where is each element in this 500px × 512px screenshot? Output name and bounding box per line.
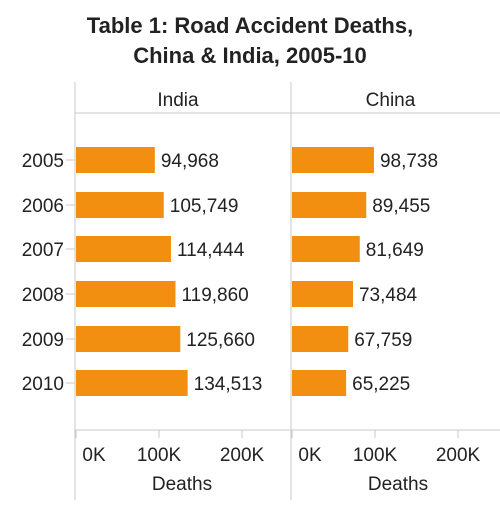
data-label-india-2009: 125,660 <box>186 330 255 351</box>
data-label-china-2009: 67,759 <box>354 330 412 351</box>
data-label-china-2006: 89,455 <box>372 196 430 217</box>
data-label-china-2005: 98,738 <box>380 151 438 172</box>
bar-china-2007 <box>292 236 360 262</box>
data-label-china-2010: 65,225 <box>352 374 410 395</box>
x-tick-label-china-1: 100K <box>353 445 398 466</box>
bar-india-2009 <box>76 326 181 352</box>
x-tick-label-india-1: 100K <box>137 445 182 466</box>
y-tick-label-2006: 2006 <box>22 196 64 217</box>
bar-india-2005 <box>76 147 155 173</box>
y-tick-label-2010: 2010 <box>22 374 64 395</box>
bar-china-2006 <box>292 192 367 218</box>
bar-india-2008 <box>76 281 176 307</box>
bar-china-2009 <box>292 326 349 352</box>
data-label-china-2007: 81,649 <box>366 240 424 261</box>
y-tick-label-2005: 2005 <box>22 151 64 172</box>
data-label-india-2008: 119,860 <box>181 285 248 306</box>
data-label-india-2006: 105,749 <box>170 196 239 217</box>
y-tick-label-2009: 2009 <box>22 330 64 351</box>
bar-india-2010 <box>76 370 188 396</box>
x-axis-title-india: Deaths <box>152 474 212 495</box>
bar-china-2008 <box>292 281 353 307</box>
bar-china-2005 <box>292 147 374 173</box>
data-label-india-2005: 94,968 <box>161 151 219 172</box>
chart-title-line-2: China & India, 2005-10 <box>133 43 367 68</box>
x-tick-label-india-0: 0K <box>82 445 106 466</box>
bar-india-2007 <box>76 236 171 262</box>
bar-india-2006 <box>76 192 164 218</box>
x-tick-label-china-0: 0K <box>298 445 322 466</box>
panel-header-china: China <box>366 90 416 111</box>
data-label-india-2007: 114,444 <box>177 240 245 261</box>
x-axis-title-china: Deaths <box>368 474 428 495</box>
bar-china-2010 <box>292 370 347 396</box>
data-label-china-2008: 73,484 <box>359 285 418 306</box>
x-tick-label-india-2: 200K <box>220 445 265 466</box>
y-tick-label-2008: 2008 <box>22 285 64 306</box>
y-tick-label-2007: 2007 <box>22 240 64 261</box>
chart-title-line-1: Table 1: Road Accident Deaths, <box>86 13 414 38</box>
data-label-india-2010: 134,513 <box>194 374 263 395</box>
x-tick-label-china-2: 200K <box>436 445 481 466</box>
panel-header-india: India <box>157 90 199 111</box>
